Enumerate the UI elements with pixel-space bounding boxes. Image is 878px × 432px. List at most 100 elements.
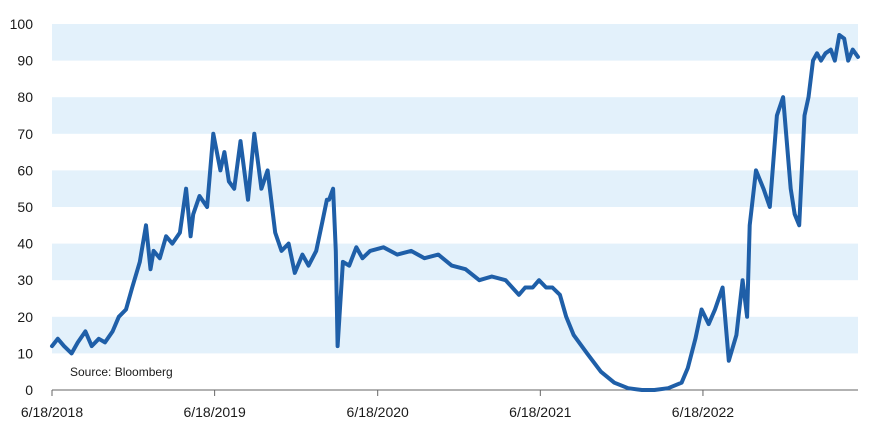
data-point [585, 351, 589, 355]
data-point [833, 59, 837, 63]
data-point [409, 249, 413, 253]
data-point [347, 264, 351, 268]
data-point [293, 271, 297, 275]
data-point [191, 212, 195, 216]
y-tick-label: 50 [17, 199, 33, 215]
data-point [273, 231, 277, 235]
data-point [734, 333, 739, 337]
data-point [666, 386, 670, 390]
data-point [761, 187, 766, 191]
data-point [612, 381, 616, 385]
data-point [775, 113, 779, 118]
data-point [50, 344, 54, 348]
data-point [227, 179, 231, 183]
data-point [259, 187, 263, 191]
data-point [741, 278, 745, 282]
x-axis: 6/18/2018 6/18/2019 6/18/2020 6/18/2021 6/18… [21, 390, 734, 420]
data-point [652, 388, 657, 392]
data-point [531, 285, 535, 290]
data-point [819, 59, 823, 63]
data-point [300, 253, 304, 257]
data-point [823, 51, 828, 55]
data-point [238, 139, 243, 143]
data-point [781, 95, 785, 99]
data-point [811, 59, 815, 63]
data-point [544, 285, 548, 290]
data-point [148, 267, 153, 271]
data-point [103, 340, 107, 344]
data-point [837, 33, 841, 37]
data-point [846, 59, 850, 63]
data-point [279, 249, 284, 253]
data-point [164, 234, 168, 238]
data-point [789, 187, 793, 191]
data-point [197, 194, 202, 198]
data-point [793, 212, 797, 216]
data-point [111, 329, 115, 333]
data-point [184, 187, 188, 191]
data-point [124, 307, 128, 312]
data-point [354, 245, 358, 249]
y-tick-label: 30 [17, 272, 33, 288]
data-point [802, 113, 807, 118]
data-point [331, 187, 335, 191]
data-point [246, 198, 250, 202]
data-point [341, 260, 345, 264]
data-point [211, 132, 215, 136]
data-point [56, 337, 60, 341]
data-point [307, 264, 311, 268]
data-point [152, 249, 156, 253]
data-point [748, 223, 752, 227]
data-point [97, 337, 101, 341]
data-point [325, 198, 329, 202]
x-tick-label: 6/18/2021 [509, 404, 571, 420]
source-note: Source: Bloomberg [70, 365, 173, 379]
data-point [490, 274, 494, 279]
data-point [395, 253, 399, 257]
data-point [564, 315, 568, 319]
data-point [205, 205, 209, 209]
grid-band [52, 170, 858, 207]
data-point [158, 256, 162, 260]
data-point [713, 307, 717, 312]
data-point [287, 242, 291, 246]
data-point [266, 168, 270, 172]
data-point [62, 344, 66, 348]
data-point [686, 366, 690, 370]
data-point [640, 388, 644, 392]
x-tick-label: 6/18/2018 [21, 404, 83, 420]
data-point [436, 253, 440, 257]
data-point [700, 307, 704, 312]
data-point [360, 256, 365, 260]
data-point [537, 278, 541, 282]
data-point [70, 351, 74, 355]
y-axis: 0 10 20 30 40 50 60 70 80 90 100 [10, 16, 34, 398]
data-point [523, 285, 527, 290]
data-point [626, 386, 630, 390]
data-point [189, 234, 193, 238]
data-point [806, 95, 811, 99]
x-tick-label: 6/18/2020 [347, 404, 409, 420]
data-point [222, 150, 226, 154]
data-point [745, 315, 749, 319]
data-point [727, 359, 731, 363]
data-point [721, 285, 725, 290]
data-point [517, 293, 521, 297]
data-point [90, 344, 94, 348]
data-point [504, 278, 508, 282]
grid-bands [52, 24, 858, 354]
data-point [463, 267, 468, 271]
data-point [599, 370, 603, 374]
y-tick-label: 90 [17, 53, 33, 69]
data-point [314, 249, 318, 253]
data-point [768, 205, 772, 209]
data-point [327, 198, 331, 202]
data-point [218, 168, 222, 172]
data-point [680, 381, 684, 385]
data-point [842, 37, 846, 41]
data-point [558, 293, 562, 297]
data-point [334, 249, 338, 253]
y-tick-label: 60 [17, 162, 33, 178]
data-point [856, 55, 860, 59]
data-point [83, 329, 87, 333]
